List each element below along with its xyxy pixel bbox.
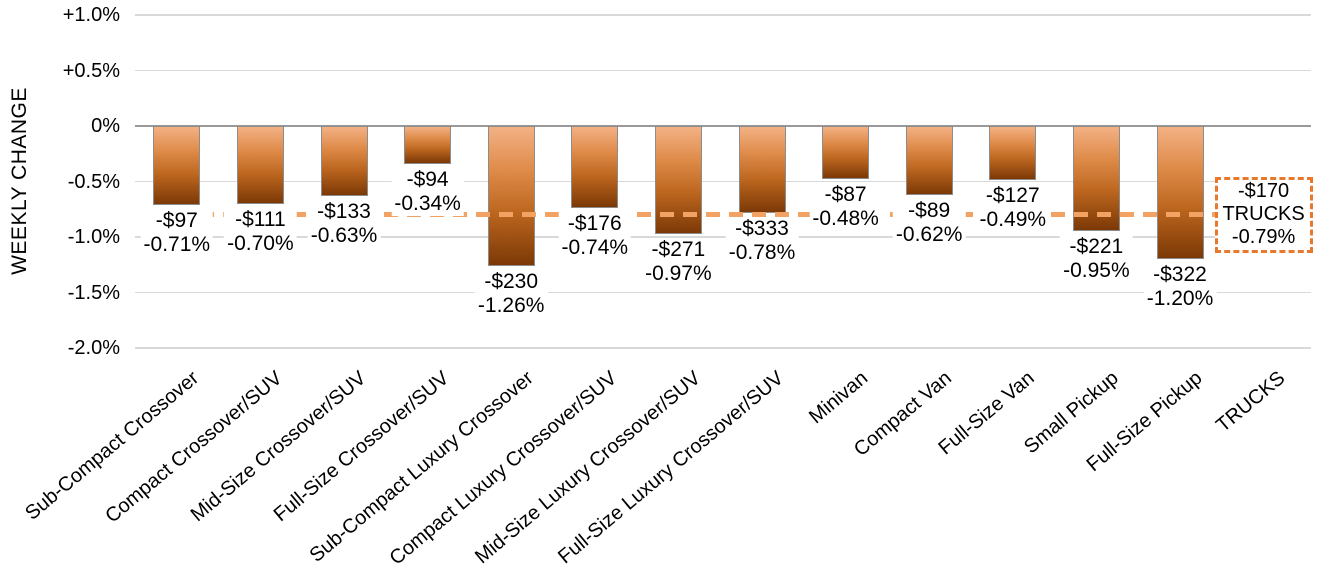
bar	[404, 126, 452, 164]
bar	[654, 126, 702, 234]
bar-value-label: -$127 -0.49%	[976, 184, 1050, 232]
bar	[822, 126, 870, 179]
average-line	[176, 212, 1215, 218]
bar	[738, 126, 786, 213]
gridline	[135, 291, 1311, 294]
dollar-change-label: -$94	[406, 168, 449, 191]
bar-value-label: -$133 -0.63%	[307, 200, 381, 248]
bar-value-label: -$87 -0.48%	[809, 183, 882, 231]
trucks-callout: -$170 TRUCKS -0.79%	[1214, 176, 1313, 253]
trucks-dollar-label: -$170	[1238, 180, 1290, 203]
percent-change-label: -1.26%	[477, 294, 545, 317]
y-tick-label: 0%	[91, 115, 120, 137]
dollar-change-label: -$271	[651, 238, 706, 261]
percent-change-label: -0.97%	[645, 262, 712, 285]
bar-value-label: -$176 -0.74%	[558, 212, 632, 260]
bar	[989, 126, 1037, 180]
dollar-change-label: -$89	[908, 199, 951, 222]
gridline	[135, 347, 1311, 349]
bar-value-label: -$271 -0.97%	[642, 238, 715, 286]
bar	[905, 126, 953, 195]
dollar-change-label: -$322	[1153, 263, 1207, 286]
percent-change-label: -0.49%	[979, 208, 1047, 231]
bar-value-label: -$89 -0.62%	[892, 199, 966, 247]
gridline	[135, 236, 1311, 238]
bar	[571, 126, 619, 208]
bar-value-label: -$94 -0.34%	[391, 168, 464, 216]
dollar-change-label: -$221	[1069, 235, 1124, 258]
bar-value-label: -$221 -0.95%	[1060, 235, 1133, 283]
bar	[1156, 126, 1204, 259]
gridline	[135, 69, 1311, 72]
y-tick-label: -2.0%	[67, 337, 120, 359]
percent-change-label: -0.63%	[310, 224, 378, 247]
dollar-change-label: -$87	[824, 183, 867, 206]
percent-change-label: -1.20%	[1146, 287, 1214, 310]
percent-change-label: -0.48%	[812, 207, 879, 230]
dollar-change-label: -$133	[317, 200, 371, 223]
bar	[153, 126, 201, 205]
percent-change-label: -0.78%	[728, 241, 796, 264]
bar-value-label: -$333 -0.78%	[725, 217, 799, 265]
bar	[487, 126, 535, 266]
bar-value-label: -$111 -0.70%	[224, 208, 297, 256]
y-tick-label: +0.5%	[62, 59, 120, 82]
bar	[236, 126, 284, 204]
percent-change-label: -0.62%	[895, 223, 963, 246]
gridline	[135, 180, 1311, 183]
y-tick-label: -0.5%	[67, 170, 120, 193]
dollar-change-label: -$97	[155, 209, 198, 232]
gridline	[135, 14, 1311, 16]
percent-change-label: -0.74%	[561, 236, 629, 259]
dollar-change-label: -$111	[235, 208, 286, 231]
y-tick-label: -1.5%	[67, 281, 120, 304]
percent-change-label: -0.71%	[143, 233, 211, 256]
percent-change-label: -0.95%	[1063, 259, 1130, 282]
dollar-change-label: -$333	[735, 217, 789, 240]
category-label: TRUCKS	[1212, 367, 1290, 437]
dollar-change-label: -$230	[484, 270, 539, 293]
trucks-title: TRUCKS	[1222, 203, 1305, 226]
percent-change-label: -0.34%	[394, 192, 461, 215]
bar	[320, 126, 368, 196]
dollar-change-label: -$127	[985, 184, 1040, 207]
dollar-change-label: -$176	[567, 212, 622, 235]
gridline	[135, 125, 1311, 127]
percent-change-label: -0.70%	[227, 232, 294, 255]
category-label: Minivan	[804, 367, 872, 429]
trucks-percent-label: -0.79%	[1231, 226, 1296, 249]
bar-value-label: -$97 -0.71%	[140, 209, 214, 257]
bar-value-label: -$230 -1.26%	[474, 270, 548, 318]
bar-value-label: -$322 -1.20%	[1143, 263, 1217, 311]
y-tick-label: +1.0%	[62, 4, 120, 26]
y-tick-label: -1.0%	[67, 226, 120, 248]
